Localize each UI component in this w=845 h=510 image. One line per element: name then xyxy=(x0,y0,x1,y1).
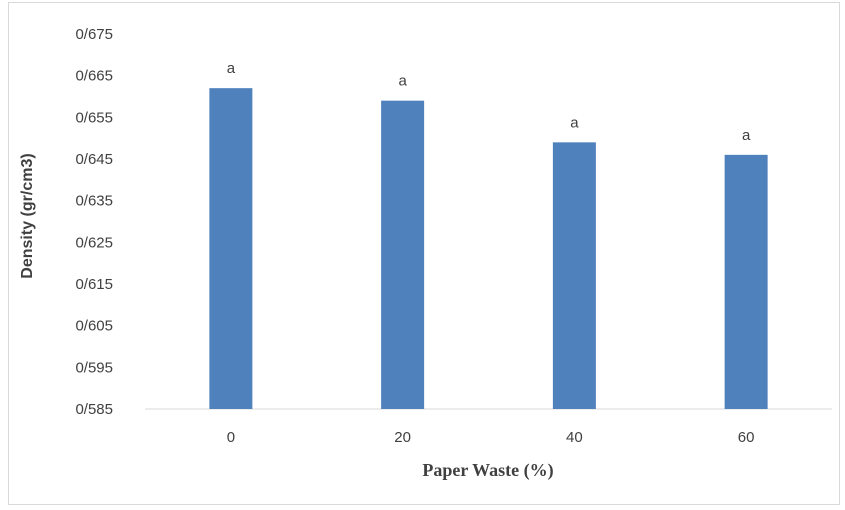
data-label: a xyxy=(398,73,407,90)
x-tick-label: 20 xyxy=(394,429,411,446)
x-tick-label: 60 xyxy=(738,429,755,446)
y-tick-label: 0/655 xyxy=(75,109,113,126)
y-tick-label: 0/645 xyxy=(75,151,113,168)
bars xyxy=(209,88,768,410)
y-axis-ticks: 0/585 0/595 0/605 0/615 0/625 0/635 0/645 0/655… xyxy=(75,26,113,418)
x-axis-title: Paper Waste (%) xyxy=(422,460,553,481)
y-tick-label: 0/635 xyxy=(75,193,113,210)
y-tick-label: 0/595 xyxy=(75,359,113,376)
y-tick-label: 0/585 xyxy=(75,401,113,418)
bar xyxy=(209,88,253,410)
x-tick-label: 40 xyxy=(566,429,583,446)
data-labels: a a a a xyxy=(227,60,751,144)
y-tick-label: 0/615 xyxy=(75,276,113,293)
x-tick-label: 0 xyxy=(227,429,235,446)
bar xyxy=(724,154,768,409)
x-axis-ticks: 0 20 40 60 xyxy=(227,429,755,446)
data-label: a xyxy=(570,114,579,131)
data-label: a xyxy=(227,60,236,77)
y-axis-title: Density (gr/cm3) xyxy=(19,153,36,278)
bar xyxy=(552,142,596,410)
data-label: a xyxy=(742,127,751,144)
bar xyxy=(381,100,425,410)
y-tick-label: 0/605 xyxy=(75,318,113,335)
y-tick-label: 0/625 xyxy=(75,234,113,251)
y-tick-label: 0/665 xyxy=(75,68,113,85)
y-tick-label: 0/675 xyxy=(75,26,113,43)
